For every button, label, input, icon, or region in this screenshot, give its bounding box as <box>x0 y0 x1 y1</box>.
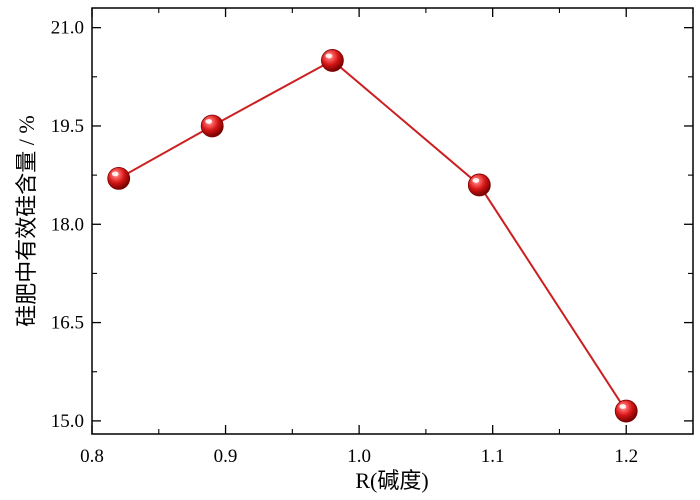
plot-frame <box>91 7 694 435</box>
x-tick-label: 1.2 <box>614 446 638 467</box>
data-point <box>614 399 638 423</box>
data-point-highlight <box>619 404 627 409</box>
x-tick-label: 1.0 <box>347 446 371 467</box>
data-point <box>107 166 131 190</box>
x-axis-title: R(碱度) <box>355 468 428 493</box>
data-point-marker <box>320 49 344 72</box>
series-line <box>118 59 628 412</box>
series-layer <box>107 49 638 423</box>
y-axis-ticks: 15.0 16.5 18.0 19.5 21.0 <box>51 18 693 432</box>
y-tick-label: 16.5 <box>51 313 84 334</box>
data-point-highlight <box>325 53 333 59</box>
data-point-marker <box>614 399 638 423</box>
data-point-marker <box>200 114 224 138</box>
data-point <box>467 173 491 197</box>
data-point <box>200 114 224 138</box>
y-tick-label: 21.0 <box>51 18 84 39</box>
y-axis-title: 硅肥中有效硅含量 / % <box>14 115 39 326</box>
y-tick-label: 19.5 <box>51 116 84 137</box>
data-point <box>320 49 344 72</box>
x-axis-ticks: 0.8 0.9 1.0 1.1 1.2 <box>80 8 694 467</box>
x-tick-label: 0.8 <box>80 446 104 467</box>
data-point-highlight <box>205 119 213 124</box>
x-tick-label: 1.1 <box>481 446 505 467</box>
data-point-highlight <box>111 171 119 177</box>
data-point-marker <box>467 173 491 197</box>
data-point-marker <box>107 166 131 190</box>
y-tick-label: 18.0 <box>51 214 84 235</box>
y-tick-label: 15.0 <box>51 411 84 432</box>
x-tick-label: 0.9 <box>214 446 238 467</box>
data-point-highlight <box>472 178 480 183</box>
